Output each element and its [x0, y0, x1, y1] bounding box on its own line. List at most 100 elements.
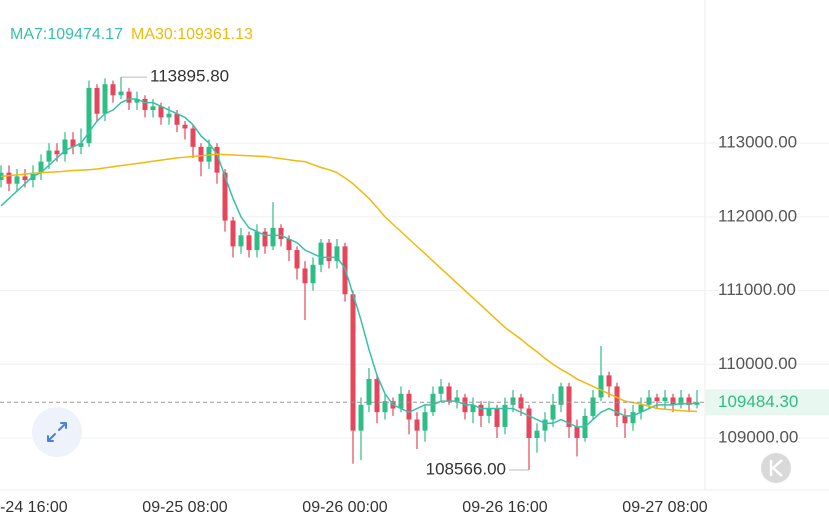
- candle-body: [246, 235, 252, 251]
- candle-body: [478, 404, 484, 416]
- candle-body: [574, 426, 580, 438]
- candle-body: [270, 227, 276, 247]
- candle-body: [198, 146, 204, 162]
- last-price-label: 109484.30: [718, 392, 798, 411]
- candle-body: [566, 386, 572, 427]
- candle-body: [142, 98, 148, 111]
- candle-body: [110, 84, 116, 96]
- x-tick-label: 09-27 08:00: [622, 499, 708, 516]
- high-label: 113895.80: [150, 67, 229, 86]
- candle-body: [398, 393, 404, 409]
- ma-line: [0, 153, 698, 413]
- candle-body: [286, 238, 292, 251]
- candle-body: [230, 220, 236, 247]
- candle-body: [502, 404, 508, 427]
- candle-body: [102, 84, 108, 114]
- candle-body: [542, 419, 548, 431]
- candle-body: [646, 397, 652, 405]
- candle-body: [262, 231, 268, 247]
- candle-body: [318, 242, 324, 265]
- candle-body: [22, 176, 28, 181]
- legend-entry: MA7:109474.17: [10, 26, 123, 43]
- candle-body: [302, 268, 308, 284]
- candle-body: [374, 379, 380, 413]
- candle-body: [334, 246, 340, 262]
- candle-body: [622, 415, 628, 424]
- candle-body: [62, 139, 68, 155]
- x-tick-label: 09-25 08:00: [142, 499, 228, 516]
- candle-body: [686, 397, 692, 405]
- candle-body: [326, 242, 332, 262]
- candle-body: [54, 150, 60, 155]
- candle-body: [118, 91, 124, 96]
- candle-body: [190, 128, 196, 147]
- candle-body: [38, 161, 44, 173]
- icons: [32, 407, 791, 483]
- candle-body: [46, 150, 52, 162]
- x-tick-label: 09-26 16:00: [462, 499, 548, 516]
- candle-body: [6, 172, 12, 184]
- candle-body: [534, 430, 540, 438]
- legend-entry: MA30:109361.13: [131, 26, 253, 43]
- candle-body: [166, 113, 172, 118]
- candle-body: [526, 408, 532, 438]
- candle-body: [422, 412, 428, 431]
- candle-body: [310, 264, 316, 284]
- candle-body: [278, 227, 284, 239]
- candle-body: [150, 106, 156, 111]
- y-tick-label: 112000.00: [718, 206, 797, 225]
- candle-body: [430, 393, 436, 413]
- candle-body: [494, 408, 500, 427]
- candle-body: [670, 397, 676, 405]
- candle-body: [598, 375, 604, 398]
- x-tick-label: 09-26 00:00: [302, 499, 388, 516]
- candle-body: [438, 386, 444, 394]
- candle-body: [358, 404, 364, 431]
- x-tick-label: 09-24 16:00: [0, 499, 68, 516]
- candle-body: [70, 139, 76, 147]
- candle-body: [630, 412, 636, 424]
- candle-body: [454, 397, 460, 402]
- candle-body: [638, 404, 644, 413]
- candle-body: [590, 397, 596, 416]
- candle-body: [254, 231, 260, 251]
- candle-body: [654, 397, 660, 402]
- candle-body: [470, 404, 476, 413]
- candle-body: [86, 87, 92, 144]
- kline-icon: [769, 459, 783, 477]
- candle-body: [14, 176, 20, 184]
- candle-body: [550, 404, 556, 420]
- candle-body: [182, 124, 188, 129]
- candle-body: [678, 397, 684, 405]
- candle-body: [294, 250, 300, 269]
- candle-body: [414, 419, 420, 431]
- candle-body: [78, 143, 84, 147]
- candle-body: [222, 172, 228, 221]
- candle-body: [94, 87, 100, 114]
- candle-body: [134, 98, 140, 103]
- candle-body: [518, 397, 524, 409]
- candle-body: [238, 235, 244, 247]
- last-price-box: [705, 389, 829, 416]
- y-tick-label: 109000.00: [718, 427, 798, 446]
- candle-body: [366, 379, 372, 405]
- low-label: 108566.00: [426, 459, 506, 478]
- candle-body: [174, 113, 180, 125]
- kline-button[interactable]: [761, 453, 791, 483]
- candle-body: [446, 386, 452, 402]
- candle-body: [558, 386, 564, 405]
- candle-body: [214, 146, 220, 173]
- candle-body: [406, 393, 412, 420]
- expand-button[interactable]: [32, 407, 82, 457]
- candle-body: [606, 375, 612, 387]
- legend: MA7:109474.17 MA30:109361.13: [10, 26, 253, 43]
- candle-body: [158, 106, 164, 118]
- candle-body: [350, 294, 356, 431]
- y-tick-label: 113000.00: [718, 133, 797, 152]
- candle-body: [126, 91, 132, 103]
- candle-body: [614, 386, 620, 416]
- y-tick-label: 111000.00: [718, 280, 796, 299]
- candle-body: [510, 397, 516, 405]
- candle-body: [486, 408, 492, 416]
